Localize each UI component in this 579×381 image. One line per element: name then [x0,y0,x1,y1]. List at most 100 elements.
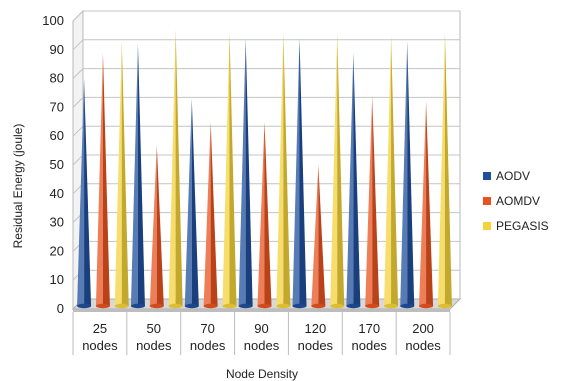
bar-pegasis-7 [437,32,452,309]
x-tick-label: 90 nodes [244,321,280,353]
x-tick-label: 50 nodes [136,321,172,353]
x-tick-label: 70 nodes [190,321,226,353]
cone-base [168,303,183,309]
cone-dark-face [137,44,145,308]
cone-dark-face [372,95,380,308]
bar-pegasis-4 [276,32,291,309]
cone-base [311,303,326,309]
cone-light-face [238,38,246,308]
cone-dark-face [229,32,237,309]
legend-label-aodv: AODV [496,169,530,183]
cone-dark-face [391,35,399,309]
legend-swatch-pegasis [483,222,491,230]
bar-aomdv-4 [257,121,272,309]
bar-aodv-3 [184,98,199,309]
y-tick-label: 30 [50,215,64,230]
cone-dark-face [299,38,307,308]
cone-dark-face [444,32,452,309]
cone-light-face [257,121,265,308]
y-tick-labels: 0 10 20 30 40 50 60 70 80 90 100 [42,13,64,316]
cone-base [130,303,145,309]
cone-dark-face [84,78,92,308]
bar-aomdv-5 [311,165,326,309]
cone-light-face [95,52,103,309]
cone-light-face [77,78,85,308]
x-axis-label: Node Density [226,367,298,381]
legend-label-aomdv: AOMDV [496,194,540,208]
bar-aodv-2 [130,44,145,309]
cone-light-face [149,144,157,308]
cone-base [238,303,253,309]
cone-base [346,303,361,309]
cone-light-face [222,32,230,309]
cone-light-face [184,98,192,308]
cone-light-face [168,29,176,308]
gridline [72,68,460,79]
cone-base [184,303,199,309]
cone-base [203,303,218,309]
x-tick-label: 120 nodes [298,321,334,353]
bar-pegasis-3 [222,32,237,309]
floor-edge [73,309,450,312]
cone-light-face [419,101,427,308]
cone-base [276,303,291,309]
cone-light-face [114,41,122,308]
cone-base [419,303,434,309]
bar-pegasis-5 [330,32,345,309]
cone-dark-face [156,144,164,308]
y-tick-label: 50 [50,157,64,172]
cone-base [330,303,345,309]
cone-base [95,303,110,309]
cone-light-face [346,52,354,309]
cone-dark-face [245,38,253,308]
cone-base [149,303,164,309]
cone-dark-face [407,41,415,308]
chart-bars [77,29,452,309]
cone-dark-face [121,41,129,308]
bar-aodv-7 [400,41,415,309]
legend: AODV AOMDV PEGASIS [483,169,549,233]
cone-dark-face [102,52,110,309]
cone-light-face [311,165,319,308]
y-tick-label: 70 [50,99,64,114]
cone-dark-face [353,52,361,309]
cone-light-face [276,32,284,309]
bar-aomdv-7 [419,101,434,309]
cone-base [292,303,307,309]
cone-base [400,303,415,309]
y-tick-label: 0 [57,301,64,316]
legend-label-pegasis: PEGASIS [496,219,549,233]
y-tick-label: 40 [50,186,64,201]
cone-light-face [203,121,211,308]
y-tick-label: 60 [50,128,64,143]
cone-dark-face [264,121,272,308]
y-tick-label: 20 [50,243,64,258]
y-tick-label: 80 [50,71,64,86]
cone-light-face [130,44,138,308]
y-tick-label: 10 [50,272,64,287]
y-tick-label: 90 [50,42,64,57]
y-axis-label: Residual Energy (joule) [11,124,25,249]
cone-light-face [292,38,300,308]
cone-dark-face [283,32,291,309]
gridline [72,10,460,22]
bar-aomdv-1 [95,52,110,309]
cone-light-face [437,32,445,309]
cone-base [222,303,237,309]
x-tick-labels: 25 nodes 50 nodes 70 nodes 90 nodes 120 nodes 170 n… [72,312,451,355]
cone-dark-face [337,32,345,309]
bar-aomdv-6 [365,95,380,309]
bar-aomdv-2 [149,144,164,309]
bar-aodv-1 [77,78,92,309]
cone-light-face [330,32,338,309]
cone-dark-face [191,98,199,308]
cone-light-face [384,35,392,309]
bar-aodv-5 [292,38,307,309]
gridline [72,39,460,51]
legend-swatch-aodv [483,172,491,180]
cone-base [114,303,129,309]
x-tick-label: 200 nodes [405,321,441,353]
gridline [72,96,460,108]
cone-base [365,303,380,309]
